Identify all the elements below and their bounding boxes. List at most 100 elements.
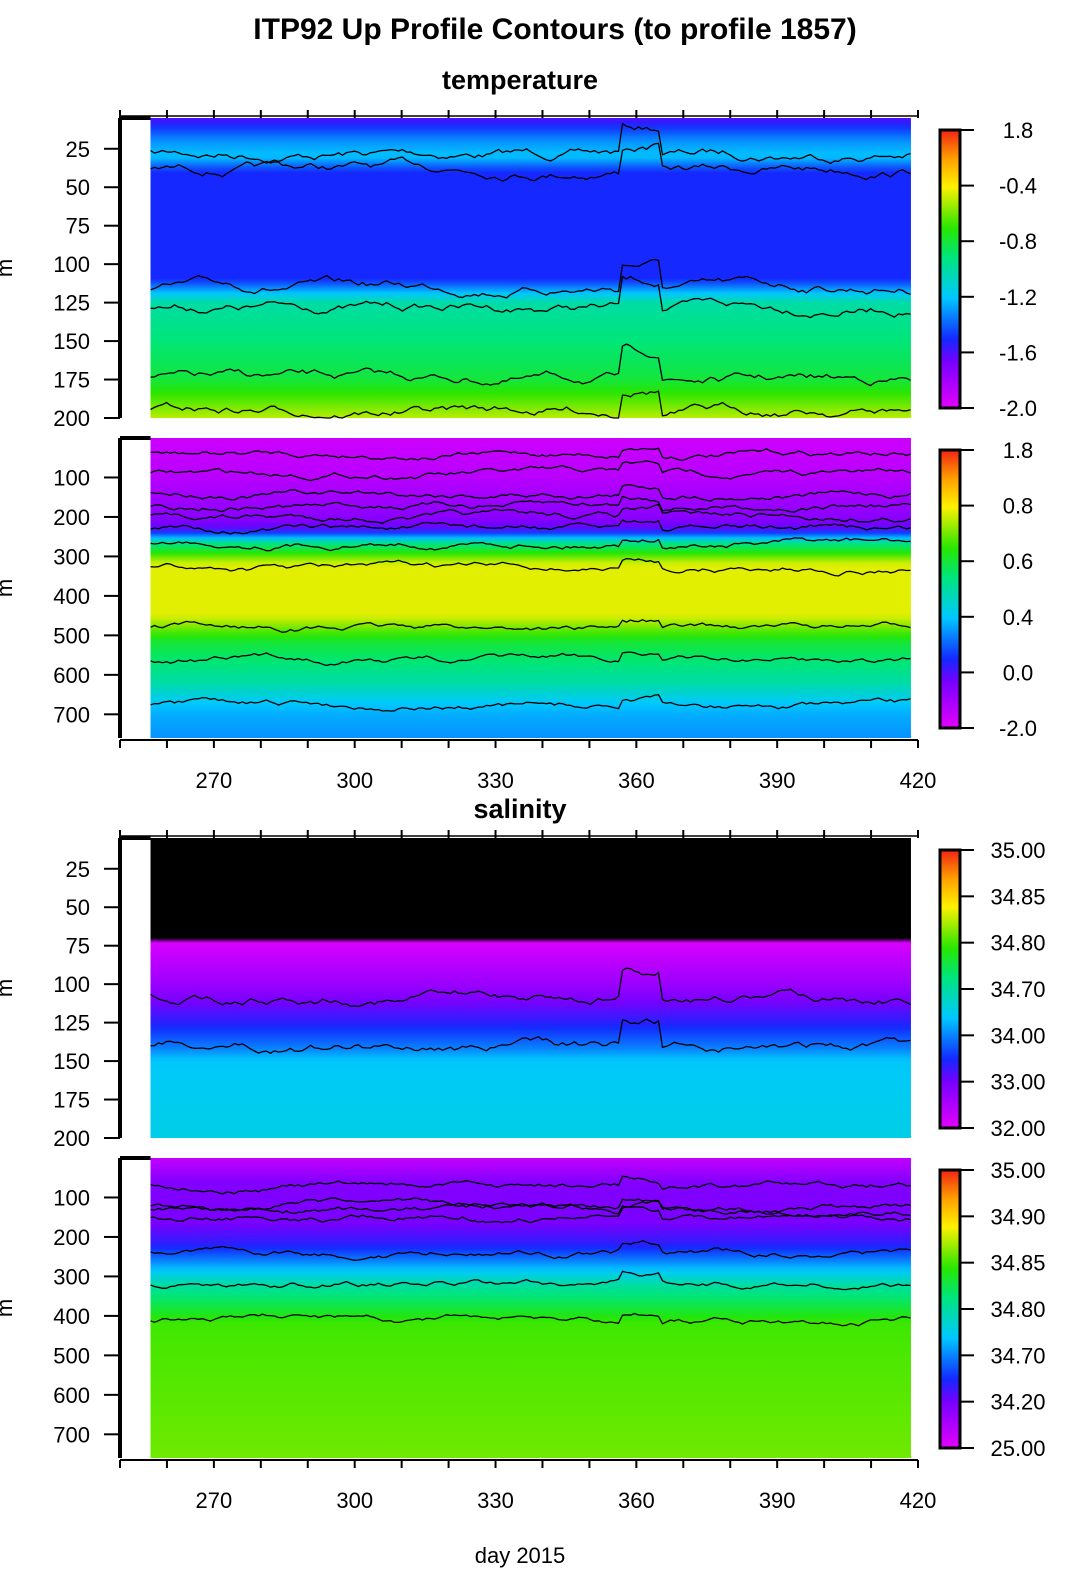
x-tick-label: 420 (900, 768, 937, 793)
contour-line (150, 1175, 911, 1195)
y-axis-label: m (0, 579, 17, 597)
y-tick-label: 100 (53, 465, 90, 490)
heatmap (150, 838, 911, 1138)
contour-line (150, 484, 911, 502)
y-tick-label: 500 (53, 623, 90, 648)
contour-line (150, 503, 911, 524)
colorbar-tick-label: 33.00 (990, 1070, 1045, 1095)
y-tick-label: 125 (53, 1011, 90, 1036)
y-tick-label: 25 (66, 137, 90, 162)
y-tick-label: 50 (66, 895, 90, 920)
panel-2: 25 50 75 100 125 150 175 200 m 35.00 34.85 34.80 34.… (0, 830, 1046, 1151)
colorbar-tick-label: -2.0 (999, 396, 1037, 421)
y-tick-label: 200 (53, 406, 90, 431)
colorbar-tick-label: 0.8 (1003, 494, 1034, 519)
y-tick-label: 75 (66, 214, 90, 239)
panel-3: 100 200 300 400 500 600 700 m 270 300 330 360 390 420… (0, 1156, 1046, 1513)
contour-line (150, 651, 911, 667)
y-tick-label: 600 (53, 663, 90, 688)
panel-0: 25 50 75 100 125 150 175 200 m 1.8 -0.4 -0.8 -1.2 -1.… (0, 110, 1037, 431)
colorbar-tick-label: 35.00 (990, 838, 1045, 863)
contour-line (150, 447, 911, 462)
contour-line (150, 1240, 911, 1261)
y-axis-label: m (0, 259, 17, 277)
x-axis-label: day 2015 (475, 1543, 566, 1568)
heatmap (150, 438, 911, 738)
colorbar-tick-label: 34.85 (990, 884, 1045, 909)
chart-title: ITP92 Up Profile Contours (to profile 18… (253, 13, 856, 46)
colorbar-tick-label: -0.8 (999, 229, 1037, 254)
colorbar-tick-label: 35.00 (990, 1158, 1045, 1183)
y-tick-label: 200 (53, 1126, 90, 1151)
heatmap (150, 118, 911, 418)
contour-line (150, 618, 911, 633)
contour-line (150, 1312, 911, 1327)
contour-line (150, 142, 911, 182)
colorbar-frame (938, 448, 962, 730)
y-tick-label: 300 (53, 1264, 90, 1289)
colorbar-tick-label: 34.00 (990, 1023, 1045, 1048)
y-tick-label: 100 (53, 972, 90, 997)
colorbar-tick-label: 1.8 (1003, 438, 1034, 463)
heatmap (150, 1158, 911, 1458)
contour-line (150, 537, 911, 552)
colorbar-frame (938, 128, 962, 410)
y-tick-label: 700 (53, 1422, 90, 1447)
contour-line (150, 694, 911, 712)
contour-line (150, 1206, 911, 1224)
contour-line (150, 495, 911, 513)
x-tick-label: 420 (900, 1488, 937, 1513)
x-tick-label: 300 (336, 1488, 373, 1513)
x-tick-label: 270 (196, 768, 233, 793)
colorbar-tick-label: 0.4 (1003, 605, 1034, 630)
x-tick-label: 390 (759, 1488, 796, 1513)
contour-line (150, 1199, 911, 1218)
colorbar-tick-label: -1.6 (999, 340, 1037, 365)
x-tick-label: 390 (759, 768, 796, 793)
colorbar-tick-label: 34.20 (990, 1390, 1045, 1415)
section-title-temperature: temperature (442, 65, 598, 95)
y-tick-label: 75 (66, 934, 90, 959)
contour-line (150, 275, 911, 319)
y-tick-label: 175 (53, 368, 90, 393)
y-tick-label: 300 (53, 544, 90, 569)
x-tick-label: 330 (477, 768, 514, 793)
section-title-salinity: salinity (473, 794, 566, 824)
colorbar-tick-label: 1.8 (1003, 118, 1034, 143)
y-tick-label: 500 (53, 1343, 90, 1368)
contour-line (150, 1018, 911, 1054)
y-tick-label: 50 (66, 175, 90, 200)
y-tick-label: 25 (66, 857, 90, 882)
colorbar-tick-label: 25.00 (990, 1436, 1045, 1461)
contour-line (150, 558, 911, 577)
x-tick-label: 360 (618, 768, 655, 793)
colorbar-tick-label: 34.90 (990, 1204, 1045, 1229)
y-tick-label: 400 (53, 1304, 90, 1329)
colorbar-tick-label: 0.6 (1003, 549, 1034, 574)
y-tick-label: 100 (53, 252, 90, 277)
colorbar-tick-label: 32.00 (990, 1116, 1045, 1141)
contour-line (150, 258, 911, 299)
contour-line (150, 967, 911, 1008)
panel-1: 100 200 300 400 500 600 700 m 270 300 330 360 390 420… (0, 436, 1037, 793)
y-tick-label: 125 (53, 291, 90, 316)
y-tick-label: 700 (53, 702, 90, 727)
colorbar: 1.8 0.8 0.6 0.4 0.0 -2.0 (938, 438, 1037, 741)
colorbar-tick-label: -0.4 (999, 174, 1037, 199)
y-tick-label: 150 (53, 329, 90, 354)
y-axis-label: m (0, 1299, 17, 1317)
colorbar-tick-label: 34.70 (990, 977, 1045, 1002)
y-tick-label: 400 (53, 584, 90, 609)
colorbar-tick-label: 34.70 (990, 1343, 1045, 1368)
contour-line (150, 1197, 911, 1216)
colorbar: 1.8 -0.4 -0.8 -1.2 -1.6 -2.0 (938, 118, 1037, 421)
contour-line (150, 343, 911, 387)
colorbar-tick-label: -2.0 (999, 716, 1037, 741)
x-tick-label: 300 (336, 768, 373, 793)
y-axis-label: m (0, 979, 17, 997)
y-tick-label: 200 (53, 505, 90, 530)
colorbar-tick-label: 0.0 (1003, 660, 1034, 685)
colorbar-tick-label: 34.85 (990, 1251, 1045, 1276)
y-tick-label: 150 (53, 1049, 90, 1074)
y-tick-label: 600 (53, 1383, 90, 1408)
